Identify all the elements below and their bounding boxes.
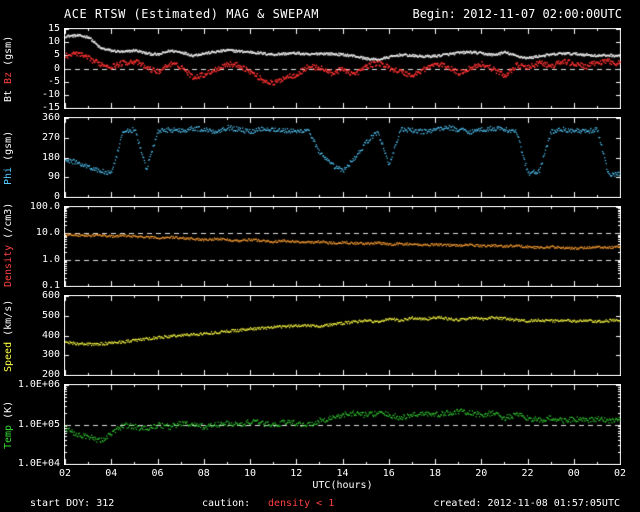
x-axis-label: UTC(hours) xyxy=(312,480,373,491)
y-tick-label: -15 xyxy=(41,102,60,113)
start-doy-label: start DOY: 312 xyxy=(30,498,115,509)
y-axis-label-part: Phi xyxy=(3,160,14,185)
y-axis-label-part: Bz xyxy=(3,65,14,84)
y-tick-label: 0.1 xyxy=(41,280,60,291)
y-tick-label: 10 xyxy=(47,36,60,48)
y-tick-label: 200 xyxy=(41,369,60,380)
chart-panel-phi xyxy=(64,117,621,198)
y-axis-label-part: (/cm3) xyxy=(3,202,14,239)
y-axis-label-part: (K) xyxy=(3,400,14,419)
x-tick-label: 14 xyxy=(336,468,349,479)
chart-panel-speed xyxy=(64,295,621,376)
y-tick-label: 500 xyxy=(41,309,60,321)
x-tick-label: 04 xyxy=(105,468,118,479)
y-axis-label-density: Density (/cm3) xyxy=(2,202,16,287)
y-tick-label: 100.0 xyxy=(29,201,60,212)
y-tick-label: 360 xyxy=(41,112,60,123)
plot-title: ACE RTSW (Estimated) MAG & SWEPAM xyxy=(64,7,319,21)
x-tick-label: 08 xyxy=(197,468,210,479)
x-tick-label: 00 xyxy=(567,468,580,479)
y-tick-label: 180 xyxy=(41,151,60,163)
y-tick-label: 1.0 xyxy=(41,253,60,265)
y-tick-label: -5 xyxy=(47,75,60,87)
x-tick-label: 02 xyxy=(613,468,627,479)
y-tick-label: 400 xyxy=(41,329,60,341)
x-tick-label: 22 xyxy=(521,468,534,479)
y-axis-label-phi: Phi (gsm) xyxy=(2,117,16,198)
y-tick-label: 1.0E+04 xyxy=(17,458,60,469)
chart-panel-density xyxy=(64,206,621,287)
y-tick-label: 90 xyxy=(47,171,60,183)
caution-label: caution: xyxy=(202,498,251,509)
y-tick-label: -10 xyxy=(41,88,60,100)
density-warning-label: density < 1 xyxy=(268,498,335,509)
y-axis-label-speed: Speed (km/s) xyxy=(2,295,16,376)
y-tick-label: 270 xyxy=(41,131,60,143)
created-timestamp: created: 2012-11-08 01:57:05UTC xyxy=(433,498,620,509)
chart-panel-temp xyxy=(64,384,621,465)
x-tick-label: 12 xyxy=(290,468,303,479)
y-tick-label: 15 xyxy=(47,23,60,34)
y-tick-label: 0 xyxy=(53,191,60,202)
y-axis-label-part: Bt xyxy=(3,83,14,102)
x-tick-label: 06 xyxy=(151,468,164,479)
y-tick-label: 10.0 xyxy=(35,227,60,239)
y-axis-label-part: (km/s) xyxy=(3,299,14,336)
y-axis-label-part: Speed xyxy=(3,335,14,372)
x-tick-label: 20 xyxy=(475,468,488,479)
x-tick-label: 16 xyxy=(382,468,395,479)
y-tick-label: 1.0E+05 xyxy=(17,418,60,430)
y-axis-label-part: Density xyxy=(3,238,14,287)
x-tick-label: 10 xyxy=(243,468,257,479)
y-axis-label-part: (gsm) xyxy=(3,35,14,66)
y-axis-label-temp: Temp (K) xyxy=(2,384,16,465)
y-tick-label: 600 xyxy=(41,290,60,301)
y-tick-label: 1.0E+06 xyxy=(17,379,60,390)
y-axis-label-part: Temp xyxy=(3,418,14,449)
y-tick-label: 300 xyxy=(41,349,60,361)
y-axis-label-bt-bz: Bt Bz (gsm) xyxy=(2,28,16,109)
x-tick-label: 02 xyxy=(58,468,72,479)
y-tick-label: 0 xyxy=(53,62,60,74)
y-axis-label-part: (gsm) xyxy=(3,130,14,161)
y-tick-label: 5 xyxy=(53,49,60,61)
chart-panel-bt-bz xyxy=(64,28,621,109)
begin-timestamp: Begin: 2012-11-07 02:00:00UTC xyxy=(412,7,622,21)
x-tick-label: 18 xyxy=(428,468,442,479)
